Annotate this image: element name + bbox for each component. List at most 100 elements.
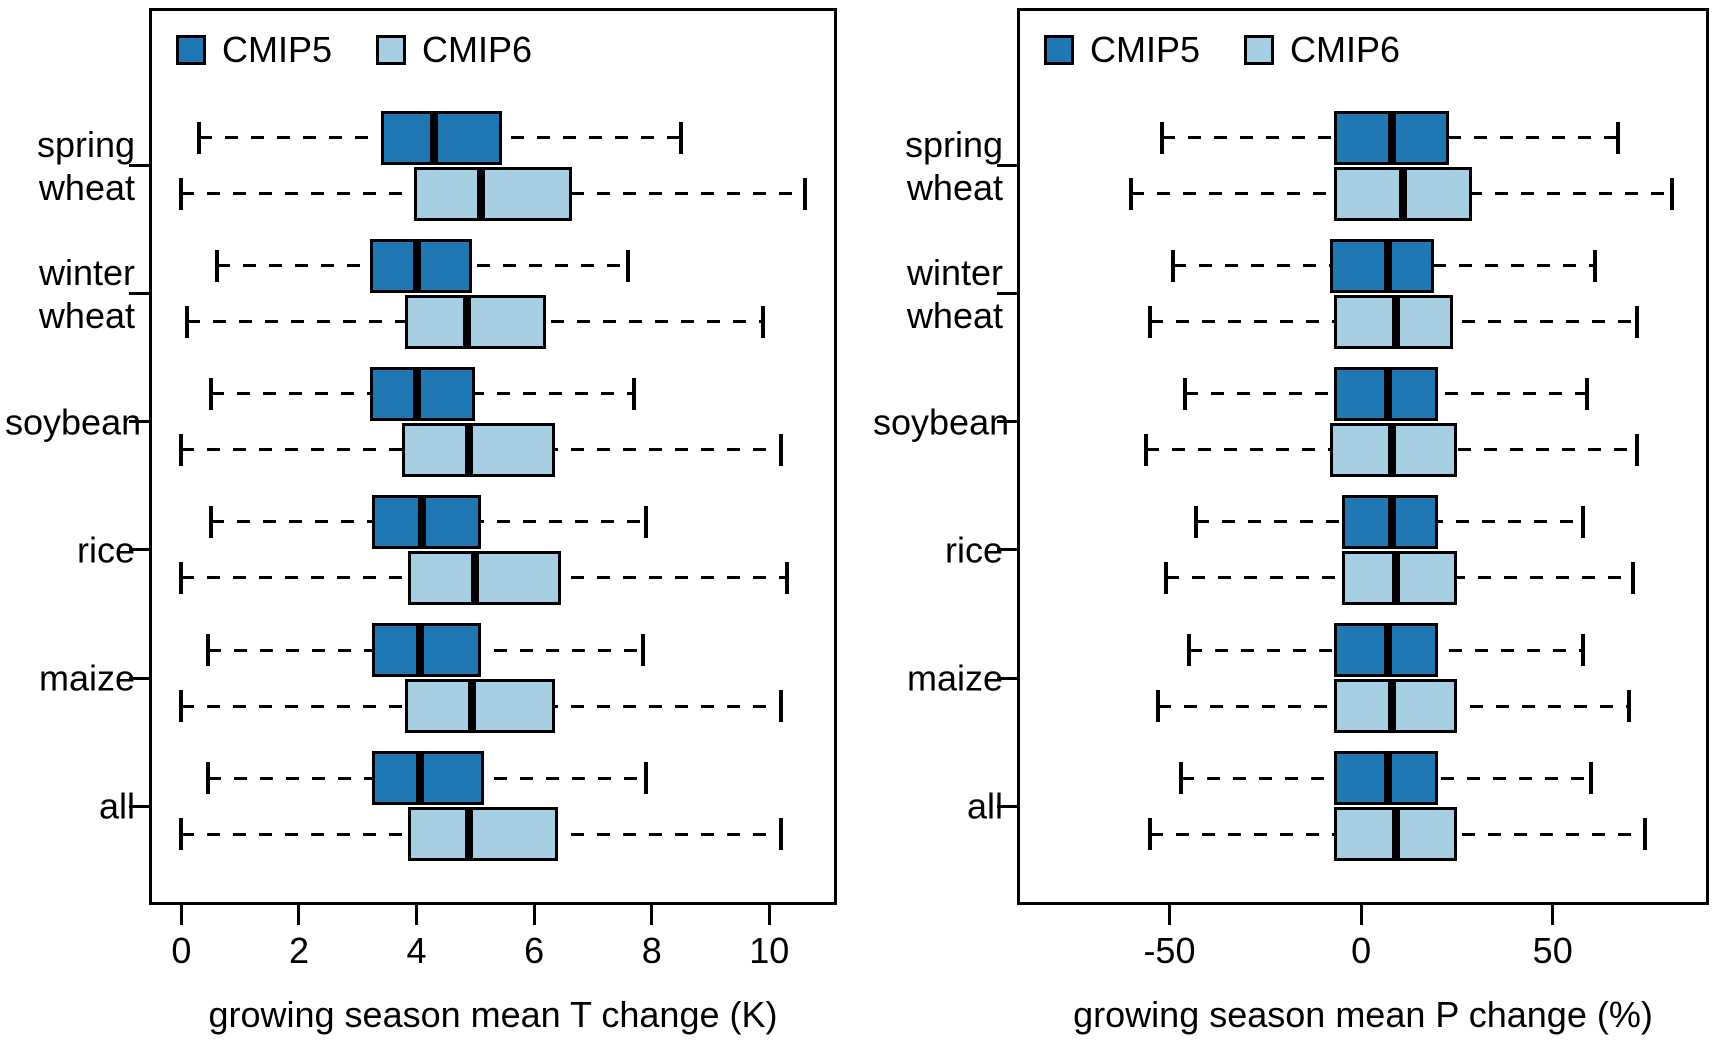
x-tick-label: 10	[749, 930, 790, 971]
category-label: all	[98, 785, 135, 827]
panel-temperature-change: CMIP5 CMIP6 growing season mean T change…	[5, 8, 837, 1035]
whisker-cap-low	[1178, 762, 1183, 795]
y-tick	[997, 292, 1017, 296]
category-label: rice	[76, 529, 135, 571]
x-tick-label: 0	[171, 930, 192, 971]
whisker-cap-low	[205, 762, 210, 795]
box-cmip5	[372, 751, 485, 806]
whisker-cap-high	[1592, 249, 1597, 282]
whisker-cap-low	[208, 377, 213, 410]
box-cmip6	[401, 422, 555, 477]
legend: CMIP5 CMIP6	[176, 29, 576, 71]
x-tick	[415, 905, 419, 925]
median-line	[1387, 110, 1396, 165]
median-line	[1391, 294, 1400, 349]
legend: CMIP5 CMIP6	[1044, 29, 1444, 71]
cmip6-legend-label: CMIP6	[422, 29, 533, 70]
whisker-cap-low	[197, 121, 202, 154]
whisker-cap-low	[179, 561, 184, 594]
cmip5-legend-label: CMIP5	[222, 29, 333, 70]
whisker-cap-low	[1148, 305, 1153, 338]
category-label: maize	[906, 657, 1003, 699]
box-cmip6	[407, 550, 561, 605]
y-tick	[129, 164, 149, 168]
category-label: soybean	[5, 401, 142, 443]
median-line	[1387, 494, 1396, 549]
whisker-cap-low	[1129, 177, 1134, 210]
whisker-cap-high	[679, 121, 684, 154]
whisker-cap-high	[1585, 377, 1590, 410]
whisker-cap-low	[208, 505, 213, 538]
median-line	[471, 550, 480, 605]
whisker-cap-high	[1589, 762, 1594, 795]
median-line	[415, 751, 424, 806]
cmip5-legend-label: CMIP5	[1090, 29, 1201, 70]
median-line	[462, 294, 471, 349]
box-cmip5	[372, 494, 482, 549]
x-tick	[532, 905, 536, 925]
median-line	[430, 110, 439, 165]
whisker-cap-low	[179, 818, 184, 851]
median-line	[1383, 238, 1392, 293]
median-line	[412, 238, 421, 293]
category-label: all	[966, 785, 1003, 827]
whisker-cap-low	[185, 305, 190, 338]
y-tick	[129, 292, 149, 296]
x-tick-label: 8	[641, 930, 662, 971]
whisker-cap-high	[1635, 305, 1640, 338]
median-line	[415, 623, 424, 677]
whisker-cap-high	[802, 177, 807, 210]
whisker-cap-high	[643, 762, 648, 795]
x-tick	[179, 905, 183, 925]
whisker-cap-low	[1148, 818, 1153, 851]
y-tick	[997, 548, 1017, 552]
box-cmip6	[407, 807, 558, 862]
median-line	[465, 422, 474, 477]
whisker-cap-high	[1627, 690, 1632, 722]
y-tick	[129, 548, 149, 552]
whisker-cap-high	[1581, 505, 1586, 538]
x-axis-title-precipitation: growing season mean P change (%)	[1073, 994, 1653, 1035]
panel-precipitation-change: CMIP5 CMIP6 growing season mean P change…	[873, 8, 1709, 1035]
whisker-cap-high	[779, 690, 784, 722]
median-line	[1399, 166, 1408, 221]
y-tick	[129, 420, 149, 424]
cmip6-swatch-icon	[1244, 35, 1275, 65]
median-line	[1387, 679, 1396, 733]
whisker-cap-high	[779, 433, 784, 466]
box-cmip5	[372, 623, 482, 677]
category-label: maize	[38, 657, 135, 699]
category-label: soybean	[873, 401, 1010, 443]
y-tick	[997, 420, 1017, 424]
whisker-cap-low	[205, 634, 210, 666]
y-tick	[129, 804, 149, 808]
median-line	[1391, 550, 1400, 605]
x-tick	[767, 905, 771, 925]
box-cmip5	[369, 366, 476, 421]
x-tick	[1167, 905, 1171, 925]
y-tick	[129, 676, 149, 680]
median-line	[1387, 422, 1396, 477]
y-tick	[997, 804, 1017, 808]
median-line	[412, 366, 421, 421]
whisker-cap-high	[784, 561, 789, 594]
whisker-cap-low	[179, 433, 184, 466]
median-line	[418, 494, 427, 549]
x-tick	[1551, 905, 1555, 925]
cmip5-swatch-icon	[1044, 35, 1074, 65]
cmip6-swatch-icon	[376, 35, 407, 65]
box-cmip5	[1330, 238, 1434, 293]
median-line	[477, 166, 486, 221]
whisker-cap-low	[1163, 561, 1168, 594]
whisker-cap-low	[1171, 249, 1176, 282]
x-tick-label: 0	[1351, 930, 1372, 971]
category-label: winter wheat	[906, 251, 1003, 336]
x-tick	[1359, 905, 1363, 925]
whisker-cap-low	[179, 690, 184, 722]
whisker-cap-high	[1581, 634, 1586, 666]
whisker-cap-high	[1631, 561, 1636, 594]
cmip6-legend-label: CMIP6	[1290, 29, 1401, 70]
x-tick	[297, 905, 301, 925]
whisker-cap-high	[640, 634, 645, 666]
whisker-cap-low	[179, 177, 184, 210]
